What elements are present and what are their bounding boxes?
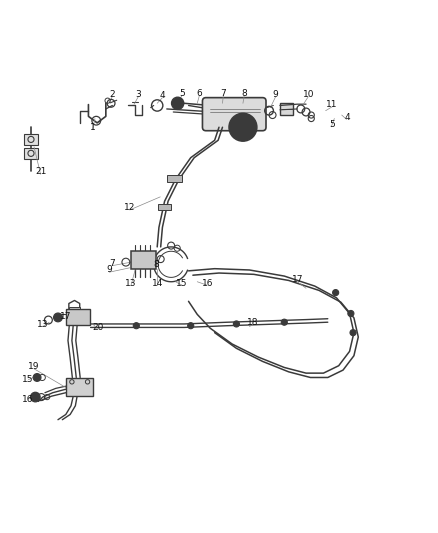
Text: 10: 10 <box>303 90 314 99</box>
Text: 8: 8 <box>153 260 159 269</box>
Circle shape <box>172 97 184 109</box>
Text: 20: 20 <box>92 323 104 332</box>
Circle shape <box>281 319 287 325</box>
Circle shape <box>133 322 139 329</box>
Text: 18: 18 <box>247 318 259 327</box>
Bar <box>280 103 293 115</box>
Text: 2: 2 <box>110 90 115 99</box>
Text: 8: 8 <box>241 89 247 98</box>
Text: 13: 13 <box>125 279 137 287</box>
Text: 7: 7 <box>220 89 226 98</box>
Circle shape <box>332 289 339 296</box>
Bar <box>25 134 38 144</box>
Circle shape <box>53 313 62 322</box>
Bar <box>66 309 90 325</box>
Circle shape <box>187 322 194 329</box>
Text: 14: 14 <box>152 279 163 287</box>
Text: 16: 16 <box>22 395 33 403</box>
Circle shape <box>33 374 41 382</box>
Text: 3: 3 <box>136 90 141 99</box>
Text: 12: 12 <box>124 203 135 212</box>
Circle shape <box>229 114 257 141</box>
Bar <box>69 306 80 310</box>
Text: 16: 16 <box>201 279 213 287</box>
FancyBboxPatch shape <box>202 98 266 131</box>
Text: 19: 19 <box>28 362 40 371</box>
Text: 6: 6 <box>197 89 202 98</box>
Text: 7: 7 <box>110 259 115 268</box>
Text: 17: 17 <box>60 312 71 321</box>
Bar <box>158 204 171 210</box>
Text: 4: 4 <box>159 91 165 100</box>
Circle shape <box>235 119 251 135</box>
Text: 13: 13 <box>37 320 49 329</box>
Text: 1: 1 <box>90 123 95 132</box>
Text: 17: 17 <box>292 275 303 284</box>
Text: 5: 5 <box>179 89 185 98</box>
Text: 15: 15 <box>176 279 188 287</box>
Text: 21: 21 <box>35 167 46 176</box>
Text: 4: 4 <box>345 112 350 122</box>
Text: 5: 5 <box>329 120 335 129</box>
Text: 11: 11 <box>326 100 338 109</box>
Text: 9: 9 <box>273 90 279 99</box>
Circle shape <box>348 310 354 317</box>
Circle shape <box>233 321 240 327</box>
Bar <box>25 148 38 158</box>
Text: 9: 9 <box>106 265 112 274</box>
Bar <box>66 378 93 396</box>
Text: 15: 15 <box>22 375 33 384</box>
Bar <box>167 175 182 182</box>
Bar <box>131 251 156 269</box>
Circle shape <box>31 392 40 402</box>
Circle shape <box>350 329 356 336</box>
